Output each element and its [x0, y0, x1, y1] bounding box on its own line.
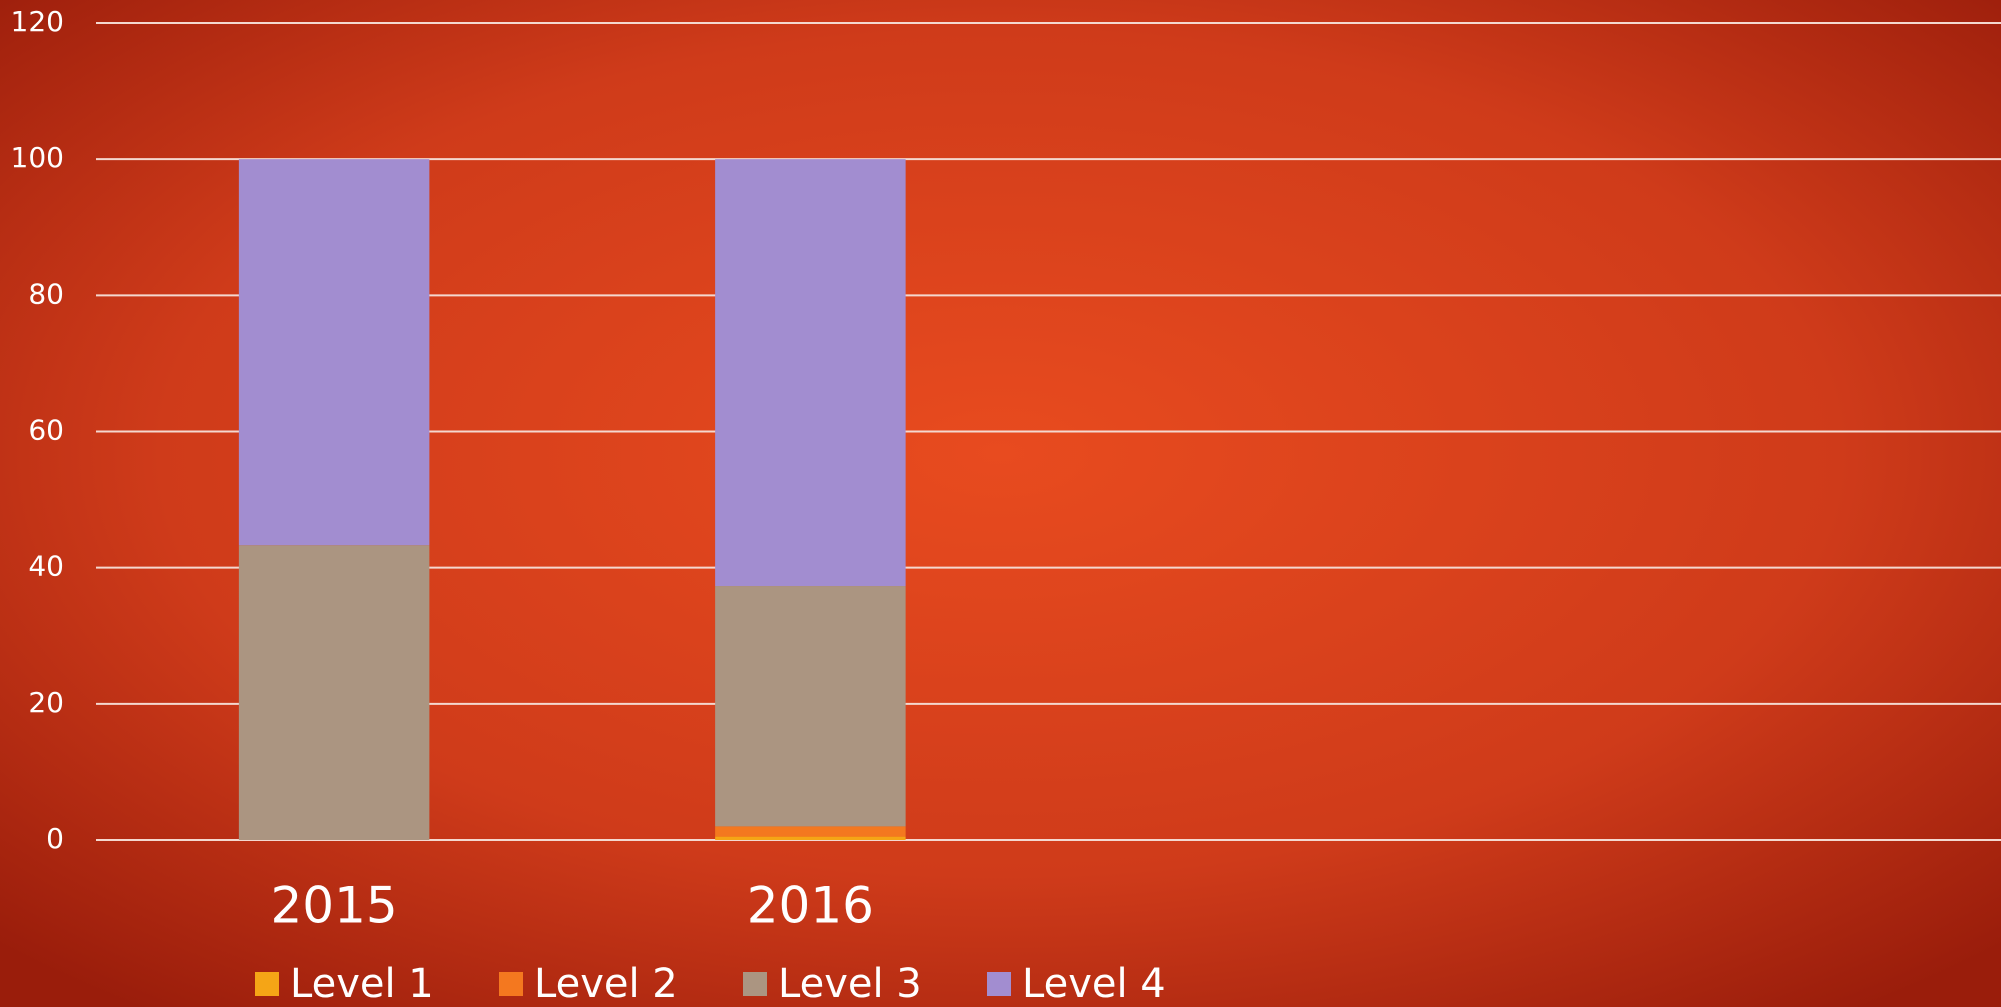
legend-swatch [743, 972, 767, 996]
x-tick-label: 2015 [271, 877, 398, 935]
bar-segment [715, 826, 906, 837]
legend-swatch [255, 972, 279, 996]
y-tick-label: 20 [28, 686, 64, 719]
legend-label: Level 4 [1022, 961, 1166, 1007]
y-tick-label: 120 [11, 5, 64, 38]
legend-label: Level 2 [534, 961, 678, 1007]
bar-segment [238, 545, 430, 840]
bar-segment [715, 836, 906, 840]
x-tick-label: 2016 [747, 877, 874, 935]
y-tick-label: 0 [46, 822, 64, 855]
y-tick-label: 40 [28, 550, 64, 583]
y-tick-label: 60 [28, 414, 64, 447]
y-tick-label: 100 [11, 141, 64, 174]
legend-label: Level 3 [778, 961, 922, 1007]
y-tick-label: 80 [28, 277, 64, 310]
legend-swatch [987, 972, 1011, 996]
legend-swatch [499, 972, 523, 996]
bar-segment [715, 586, 906, 827]
legend-label: Level 1 [290, 961, 434, 1007]
bar-segment [238, 159, 430, 546]
bar-segment [715, 159, 906, 587]
